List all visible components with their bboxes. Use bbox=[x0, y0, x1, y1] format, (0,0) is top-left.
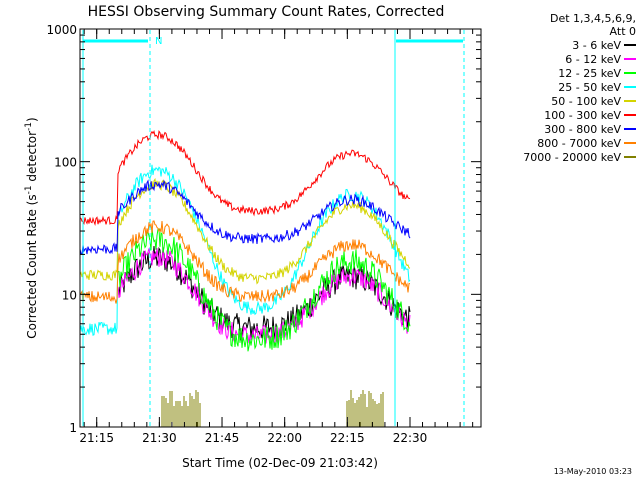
legend-label: 12 - 25 keV bbox=[558, 66, 621, 80]
x-tick-label: 21:45 bbox=[205, 431, 240, 445]
chart-title: HESSI Observing Summary Count Rates, Cor… bbox=[88, 4, 445, 20]
legend-item: 12 - 25 keV bbox=[478, 66, 636, 80]
legend-label: 800 - 7000 keV bbox=[537, 136, 621, 150]
legend-label: 100 - 300 keV bbox=[544, 108, 621, 122]
plot-frame bbox=[79, 28, 482, 428]
legend-item: 800 - 7000 keV bbox=[478, 136, 636, 150]
x-axis-ticks: 21:15 21:30 21:45 22:00 22:15 22:30 bbox=[79, 29, 474, 445]
legend-item: 300 - 800 keV bbox=[478, 122, 636, 136]
legend-item: 3 - 6 keV bbox=[478, 38, 636, 52]
legend-swatch bbox=[624, 58, 636, 60]
data-traces bbox=[79, 129, 411, 427]
legend-swatch bbox=[624, 44, 636, 46]
timestamp-footer: 13-May-2010 03:23 bbox=[553, 467, 632, 476]
legend: Det 1,3,4,5,6,9, Att 0 3 - 6 keV 6 - 12 k… bbox=[478, 12, 636, 164]
legend-header-attenuator: Att 0 bbox=[609, 25, 636, 38]
legend-swatch bbox=[624, 114, 636, 116]
y-tick-label: 1 bbox=[69, 421, 77, 435]
y-tick-label: 100 bbox=[54, 156, 77, 170]
legend-label: 300 - 800 keV bbox=[544, 122, 621, 136]
legend-swatch bbox=[624, 142, 636, 144]
x-tick-label: 22:00 bbox=[267, 431, 302, 445]
y-axis-ticks: 1 10 100 1000 bbox=[46, 23, 481, 435]
x-tick-label: 21:30 bbox=[142, 431, 177, 445]
series-line-5 bbox=[79, 129, 411, 227]
legend-header-detectors: Det 1,3,4,5,6,9, bbox=[549, 12, 636, 25]
legend-label: 25 - 50 keV bbox=[558, 80, 621, 94]
x-tick-label: 22:15 bbox=[330, 431, 365, 445]
y-tick-label: 10 bbox=[62, 288, 77, 302]
legend-swatch bbox=[624, 86, 636, 88]
x-tick-label: 22:30 bbox=[393, 431, 428, 445]
series-line-7 bbox=[79, 220, 410, 304]
series-line-2 bbox=[117, 228, 411, 352]
legend-swatch bbox=[624, 156, 636, 158]
legend-item: 7000 - 20000 keV bbox=[478, 150, 636, 164]
legend-item: 25 - 50 keV bbox=[478, 80, 636, 94]
legend-label: 6 - 12 keV bbox=[565, 52, 621, 66]
series-line-3 bbox=[79, 164, 411, 336]
legend-label: 3 - 6 keV bbox=[572, 38, 621, 52]
series-line-6 bbox=[79, 179, 411, 255]
legend-swatch bbox=[624, 100, 636, 102]
legend-swatch bbox=[624, 128, 636, 130]
legend-label: 50 - 100 keV bbox=[551, 94, 621, 108]
legend-rows: 3 - 6 keV 6 - 12 keV 12 - 25 keV 25 - 50 ke… bbox=[478, 38, 636, 164]
legend-item: 100 - 300 keV bbox=[478, 108, 636, 122]
night-marker-label: N bbox=[155, 36, 162, 47]
legend-swatch bbox=[624, 72, 636, 74]
night-saa-overlays bbox=[82, 30, 465, 426]
legend-label: 7000 - 20000 keV bbox=[523, 150, 621, 164]
y-tick-label: 1000 bbox=[46, 23, 77, 37]
y-axis-label: Corrected Count Rate (s-1 detector-1) bbox=[24, 117, 39, 338]
series-line-0 bbox=[117, 245, 411, 341]
legend-item: 6 - 12 keV bbox=[478, 52, 636, 66]
x-axis-label: Start Time (02-Dec-09 21:03:42) bbox=[182, 456, 378, 470]
legend-item: 50 - 100 keV bbox=[478, 94, 636, 108]
series-line-1 bbox=[117, 247, 411, 345]
x-tick-label: 21:15 bbox=[79, 431, 114, 445]
